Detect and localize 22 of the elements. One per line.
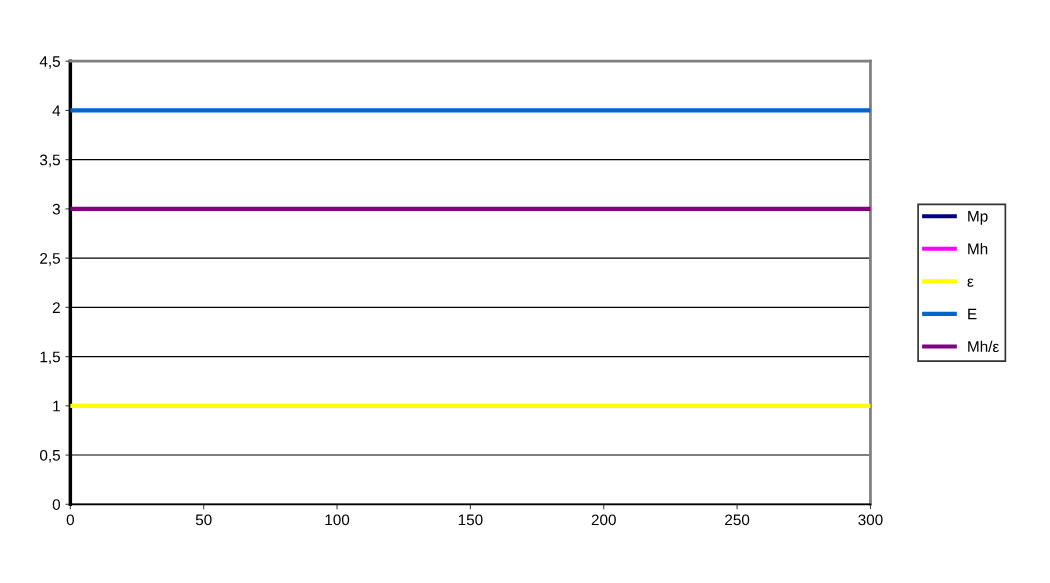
- x-tick-label: 50: [195, 514, 212, 526]
- y-tick-label: 1,5: [40, 351, 60, 365]
- y-tick-label: 3: [52, 203, 60, 215]
- y-tick-label: 3,5: [39, 154, 60, 168]
- y-tick-label: 1: [53, 400, 60, 412]
- y-tick-label: 2,5: [40, 253, 60, 266]
- x-tick-label: 150: [458, 514, 483, 526]
- x-tick-label: 300: [858, 514, 883, 526]
- y-tick-label: 0,5: [39, 449, 60, 463]
- y-tick-label: 0: [52, 499, 61, 510]
- y-tick-label: 2: [52, 302, 60, 313]
- legend-label: Mh/ε: [968, 340, 999, 353]
- y-tick-label: 4,5: [39, 56, 60, 69]
- x-tick-label: 0: [66, 514, 74, 526]
- legend-label: ε: [967, 278, 974, 287]
- legend-label: Mp: [968, 211, 988, 225]
- x-tick-label: 200: [591, 514, 616, 526]
- x-tick-label: 100: [325, 514, 350, 526]
- y-tick-label: 4: [52, 105, 61, 116]
- legend-label: Mh: [968, 243, 988, 255]
- legend-label: E: [968, 308, 977, 320]
- x-tick-label: 250: [725, 514, 750, 526]
